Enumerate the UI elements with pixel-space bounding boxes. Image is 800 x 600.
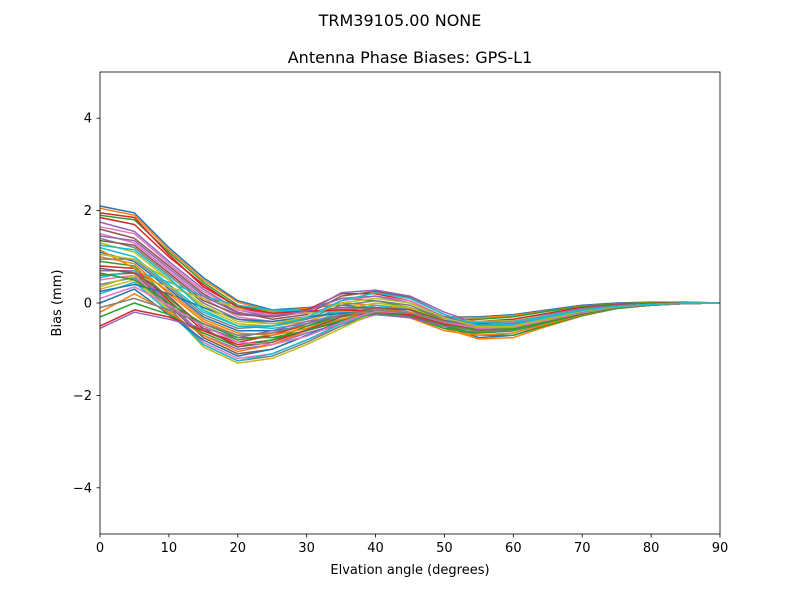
y-tick-label: 4 bbox=[84, 112, 92, 127]
y-tick-label: −2 bbox=[73, 389, 92, 404]
x-tick-label: 40 bbox=[367, 541, 384, 556]
y-tick-label: 2 bbox=[84, 204, 92, 219]
series-layer bbox=[99, 205, 721, 364]
x-tick-label: 10 bbox=[161, 541, 178, 556]
x-tick-label: 70 bbox=[574, 541, 591, 556]
x-tick-label: 30 bbox=[298, 541, 315, 556]
y-tick-label: 0 bbox=[84, 297, 92, 312]
series-line-40 bbox=[99, 244, 720, 327]
x-tick-label: 90 bbox=[712, 541, 729, 556]
chart-title: Antenna Phase Biases: GPS-L1 bbox=[288, 48, 533, 67]
x-axis-label: Elvation angle (degrees) bbox=[330, 563, 489, 578]
y-tick-label: −4 bbox=[73, 481, 92, 496]
x-tick-label: 60 bbox=[505, 541, 522, 556]
y-axis-label: Bias (mm) bbox=[50, 270, 65, 337]
x-tick-label: 80 bbox=[643, 541, 660, 556]
x-tick-label: 50 bbox=[436, 541, 453, 556]
x-tick-label: 20 bbox=[230, 541, 247, 556]
chart-suptitle: TRM39105.00 NONE bbox=[318, 11, 482, 30]
x-tick-label: 0 bbox=[96, 541, 104, 556]
axes-layer: 0 10 20 30 40 50 60 70 80 90 −4 −2 0 2 4 bbox=[73, 71, 729, 556]
